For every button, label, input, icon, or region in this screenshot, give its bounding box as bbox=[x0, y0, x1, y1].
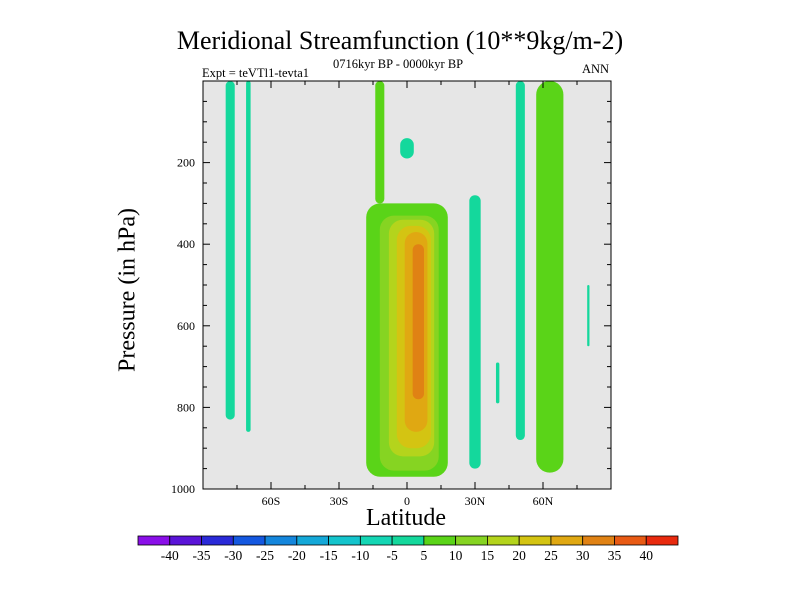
colorbar-swatch bbox=[518, 535, 552, 546]
colorbar-swatch bbox=[645, 535, 679, 546]
colorbar-label: 15 bbox=[481, 548, 495, 563]
y-tick-label: 400 bbox=[177, 237, 195, 251]
season-label: ANN bbox=[582, 62, 610, 76]
colorbar-swatch bbox=[137, 535, 171, 546]
experiment-label: Expt = teVTl1-tevta1 bbox=[202, 66, 310, 80]
colorbar-swatch bbox=[296, 535, 329, 546]
time-range-label: 0716kyr BP - 0000kyr BP bbox=[333, 57, 464, 71]
y-tick-label: 800 bbox=[177, 400, 195, 414]
colorbar-label: 35 bbox=[608, 548, 622, 563]
colorbar-label: -25 bbox=[256, 548, 274, 563]
x-tick-label: 0 bbox=[404, 494, 410, 508]
colorbar-label: 25 bbox=[544, 548, 558, 563]
contour-region bbox=[495, 362, 500, 404]
colorbar-label: -10 bbox=[351, 548, 369, 563]
colorbar-swatch bbox=[550, 535, 584, 546]
colorbar-label: -20 bbox=[288, 548, 306, 563]
colorbar-label: -5 bbox=[386, 548, 397, 563]
colorbar-label: 10 bbox=[449, 548, 463, 563]
x-tick-label: 60N bbox=[533, 494, 554, 508]
colorbar-swatch bbox=[169, 535, 202, 546]
y-tick-label: 600 bbox=[177, 319, 195, 333]
contour-region bbox=[587, 285, 590, 347]
colorbar-swatch bbox=[614, 535, 647, 546]
contour-region bbox=[375, 81, 385, 204]
contour-region bbox=[400, 138, 414, 159]
chart-title: Meridional Streamfunction (10**9kg/m-2) bbox=[176, 26, 624, 55]
contour-region bbox=[515, 81, 525, 441]
colorbar-swatch bbox=[391, 535, 425, 546]
colorbar-swatch bbox=[264, 535, 298, 546]
colorbar-swatch bbox=[328, 535, 361, 546]
colorbar-label: 30 bbox=[576, 548, 590, 563]
colorbar-label: -15 bbox=[320, 548, 338, 563]
colorbar-swatch bbox=[487, 535, 520, 546]
contour-region bbox=[536, 81, 564, 473]
y-tick-label: 200 bbox=[177, 156, 195, 170]
contour-region bbox=[469, 195, 481, 469]
colorbar-swatch bbox=[232, 535, 266, 546]
x-tick-label: 30S bbox=[330, 494, 349, 508]
x-tick-label: 30N bbox=[465, 494, 486, 508]
colorbar-swatch bbox=[582, 535, 615, 546]
x-tick-label: 60S bbox=[262, 494, 281, 508]
colorbar-label: 5 bbox=[421, 548, 428, 563]
colorbar-label: -30 bbox=[224, 548, 242, 563]
colorbar-swatch bbox=[359, 535, 393, 546]
y-tick-label: 1000 bbox=[171, 482, 195, 496]
colorbar-label: 40 bbox=[639, 548, 653, 563]
contour-region bbox=[246, 81, 251, 432]
colorbar-label: -35 bbox=[193, 548, 211, 563]
contour-region bbox=[412, 244, 424, 400]
contour-region bbox=[225, 81, 235, 420]
colorbar-label: 20 bbox=[512, 548, 526, 563]
colorbar-swatch bbox=[455, 535, 488, 546]
x-axis-label: Latitude bbox=[366, 505, 446, 531]
colorbar-label: -40 bbox=[161, 548, 179, 563]
colorbar-swatch bbox=[201, 535, 234, 546]
colorbar-swatch bbox=[423, 535, 457, 546]
